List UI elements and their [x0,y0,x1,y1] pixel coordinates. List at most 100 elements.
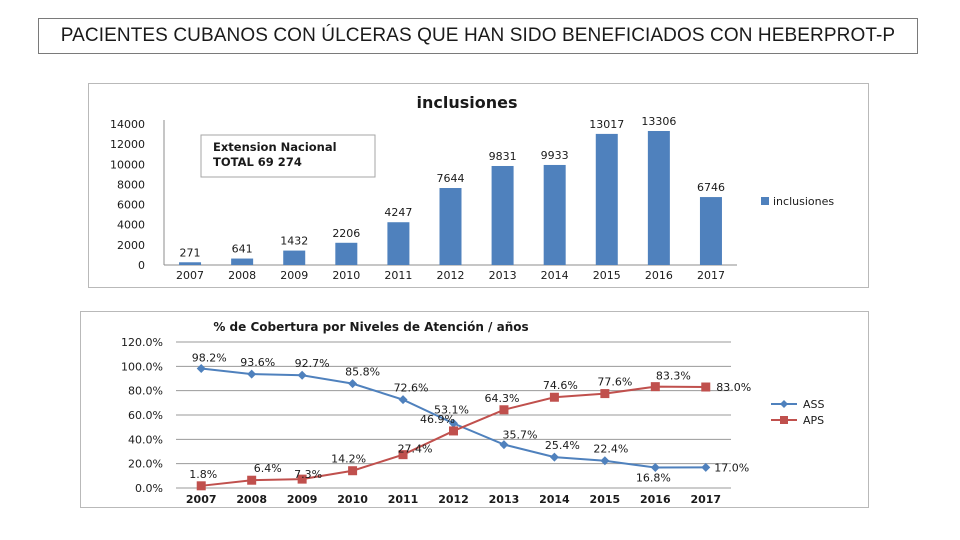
x-tick-label: 2016 [640,493,671,506]
x-tick-label: 2013 [489,269,517,282]
y-tick-label: 60.0% [128,409,163,422]
aps-point [348,466,358,476]
ass-point [247,369,257,379]
ass-point [701,462,711,472]
y-tick-label: 12000 [110,138,145,151]
aps-data-label: 83.3% [656,370,691,383]
aps-data-label: 77.6% [597,376,632,389]
bar-data-label: 2206 [332,227,360,240]
x-tick-label: 2015 [593,269,621,282]
legend-swatch [761,197,769,205]
aps-point [297,474,307,484]
y-tick-label: 6000 [117,199,145,212]
x-tick-label: 2007 [186,493,217,506]
y-tick-label: 2000 [117,239,145,252]
bar-chart-canvas: inclusiones 0 2000 4000 6000 8000 10000 12000 14… [110,93,834,282]
y-tick-label: 0.0% [135,482,163,495]
bar-data-label: 641 [232,243,253,256]
x-tick-label: 2008 [236,493,267,506]
bar-data-label: 6746 [697,181,725,194]
ass-point [398,395,408,405]
x-tick-label: 2016 [645,269,673,282]
bar-chart-title: inclusiones [417,93,518,112]
aps-point [549,392,559,402]
legend-marker [780,400,788,408]
bar [699,197,722,265]
x-tick-label: 2017 [697,269,725,282]
bar-data-label: 1432 [280,235,308,248]
aps-data-label: 83.0% [716,381,751,394]
legend-marker [780,416,788,424]
aps-data-label: 1.8% [189,468,217,481]
x-tick-label: 2011 [384,269,412,282]
aps-data-label: 6.4% [254,462,282,475]
x-tick-label: 2010 [332,269,360,282]
x-tick-label: 2007 [176,269,204,282]
ass-point [499,440,509,450]
bar [595,133,618,265]
line-chart-title: % de Cobertura por Niveles de Atención /… [213,320,528,334]
aps-point [650,382,660,392]
aps-data-label: 7.3% [294,468,322,481]
x-tick-label: 2013 [489,493,520,506]
ass-point [297,370,307,380]
x-tick-label: 2012 [438,493,469,506]
ass-data-label: 17.0% [714,461,749,474]
bar [179,262,202,265]
x-tick-label: 2009 [280,269,308,282]
ass-data-label: 85.8% [345,366,380,379]
ass-data-label: 53.1% [434,403,469,416]
legend-label: ASS [803,398,825,411]
ass-data-label: 25.4% [545,439,580,452]
ass-point [348,379,358,389]
aps-point [701,382,711,392]
aps-data-label: 27.4% [398,443,433,456]
x-tick-label: 2014 [541,269,569,282]
aps-point [398,450,408,460]
legend-label: inclusiones [773,195,834,208]
y-tick-label: 8000 [117,178,145,191]
aps-data-label: 46.9% [420,413,455,426]
page-title: PACIENTES CUBANOS CON ÚLCERAS QUE HAN SI… [38,18,918,54]
x-tick-label: 2012 [437,269,465,282]
y-tick-label: 40.0% [128,433,163,446]
ass-data-label: 72.6% [394,382,429,395]
page-title-text: PACIENTES CUBANOS CON ÚLCERAS QUE HAN SI… [60,25,896,46]
ass-point [549,452,559,462]
x-tick-label: 2017 [690,493,721,506]
x-tick-label: 2010 [337,493,368,506]
inclusiones-bar-chart: inclusiones 0 2000 4000 6000 8000 10000 12000 14… [88,83,869,288]
bar [543,164,566,265]
y-tick-label: 14000 [110,118,145,131]
x-tick-label: 2009 [287,493,318,506]
bar-data-label: 4247 [384,206,412,219]
bar [439,188,462,265]
ass-point [449,418,458,428]
ass-data-label: 16.8% [636,472,671,485]
bar-data-label: 9933 [541,149,569,162]
bar-data-label: 9831 [489,150,517,163]
x-tick-label: 2011 [388,493,419,506]
y-tick-label: 10000 [110,158,145,171]
bar [647,130,670,265]
ass-data-label: 93.6% [240,356,275,369]
bar [335,242,358,265]
ass-data-label: 92.7% [295,357,330,370]
aps-data-label: 64.3% [484,392,519,405]
y-tick-label: 20.0% [128,458,163,471]
bar-data-label: 13306 [641,115,676,128]
aps-data-label: 14.2% [331,453,366,466]
bar-data-label: 271 [180,246,201,259]
ass-data-label: 98.2% [192,352,227,365]
legend-label: APS [803,414,824,427]
x-tick-label: 2015 [590,493,621,506]
aps-data-label: 74.6% [543,379,578,392]
ass-data-label: 22.4% [593,443,628,456]
bar [387,222,410,265]
x-tick-label: 2008 [228,269,256,282]
aps-point [247,475,257,485]
aps-point [196,481,206,491]
bar [491,165,514,265]
line-chart-canvas: % de Cobertura por Niveles de Atención /… [121,320,825,506]
bar-data-label: 13017 [589,118,624,131]
